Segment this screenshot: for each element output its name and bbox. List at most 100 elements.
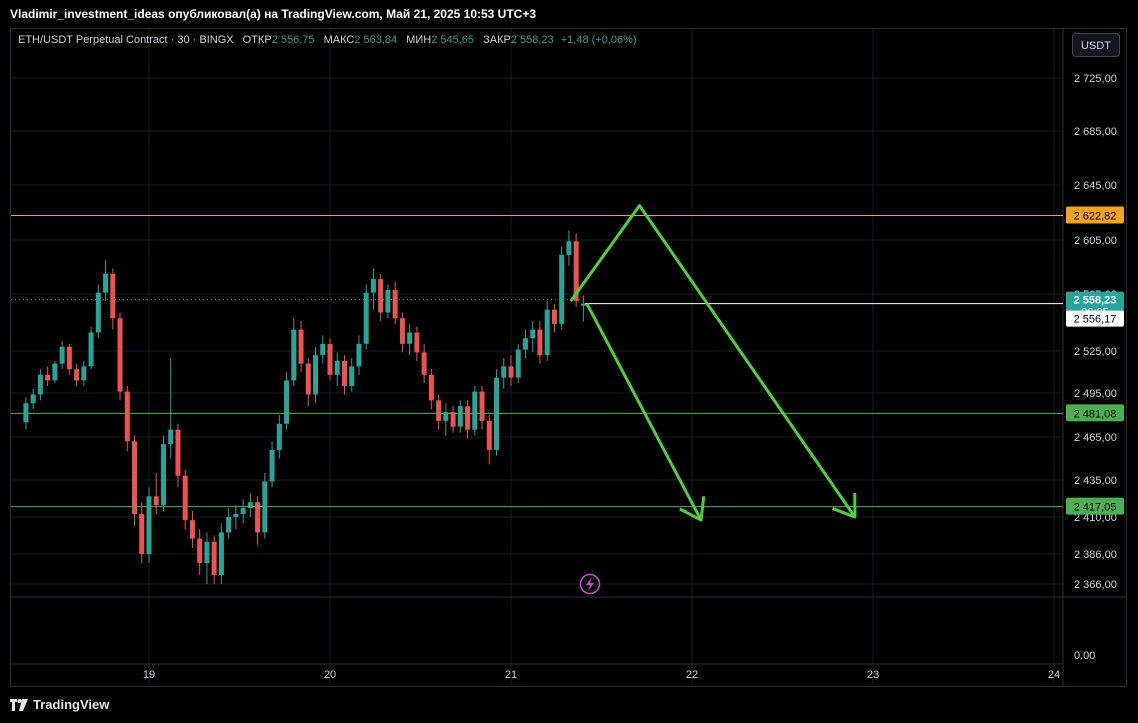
level-price-label: 2 622,82 — [1074, 210, 1117, 222]
candle-body — [240, 508, 246, 515]
tradingview-brand-label: TradingView — [33, 697, 110, 712]
y-tick-label: 2 645,00 — [1074, 180, 1117, 192]
candle-body — [52, 363, 58, 381]
candle-body — [255, 502, 261, 533]
candle-body — [378, 279, 384, 313]
y-tick-label: 2 366,00 — [1074, 579, 1117, 591]
open-value: 2 556,75 — [271, 34, 315, 46]
candle-body — [45, 374, 51, 381]
candle-body — [132, 441, 138, 515]
candle-body — [66, 346, 72, 370]
symbol-legend: ETH/USDT Perpetual Contract · 30 · BINGX… — [18, 34, 637, 46]
candle-body — [139, 514, 145, 554]
candle-body — [399, 318, 405, 344]
candle-body — [327, 343, 333, 375]
symbol-title[interactable]: ETH/USDT Perpetual Contract · 30 · BINGX — [18, 34, 234, 46]
candle-body — [117, 318, 123, 392]
tradingview-logo-icon — [10, 698, 28, 711]
publish-header-text: Vladimir_investment_ideas опубликовал(а)… — [10, 7, 537, 21]
candle-body — [508, 366, 514, 378]
publish-header: Vladimir_investment_ideas опубликовал(а)… — [0, 0, 1138, 28]
close-value: 2 558,23 — [510, 34, 554, 46]
candle-body — [537, 329, 543, 356]
level-price-label: 2 417,05 — [1074, 502, 1117, 514]
candle-body — [313, 355, 319, 395]
candle-body — [189, 520, 195, 539]
indicator-pane-label: 0.00 — [1074, 650, 1095, 662]
candle-body — [341, 360, 347, 386]
candle-body — [81, 366, 87, 381]
candle-body — [320, 343, 326, 356]
candle-body — [486, 420, 492, 450]
candle-body — [414, 332, 420, 353]
projection-arrow-head — [679, 496, 706, 522]
candle-body — [472, 391, 478, 430]
candle-body — [421, 352, 427, 375]
candle-body — [168, 429, 174, 445]
x-tick-label: 24 — [1048, 669, 1060, 681]
candle-body — [370, 279, 376, 293]
chart-frame[interactable] — [10, 28, 1127, 687]
candle-body — [298, 329, 304, 364]
x-tick-label: 20 — [324, 669, 336, 681]
candle-body — [450, 412, 456, 427]
x-tick-label: 23 — [867, 669, 879, 681]
candle-body — [218, 532, 224, 575]
candle-body — [291, 329, 297, 381]
candle-body — [559, 254, 565, 324]
candle-body — [479, 391, 485, 421]
candle-body — [37, 374, 43, 395]
candle-body — [23, 403, 29, 423]
candle-body — [334, 360, 340, 375]
low-label: МИН — [406, 34, 432, 46]
candle-body — [103, 273, 109, 293]
level-price-tag — [1066, 497, 1124, 515]
candle-body — [385, 289, 391, 313]
lightning-icon[interactable] — [579, 573, 601, 595]
candle-body — [363, 292, 369, 344]
candle-body — [580, 303, 586, 306]
candle-body — [182, 475, 188, 521]
candle-body — [153, 496, 159, 506]
currency-button[interactable]: USDT — [1072, 33, 1120, 57]
candle-body — [407, 332, 413, 344]
candle-body — [88, 332, 94, 367]
projection-arrow-line[interactable] — [585, 303, 703, 521]
prev-close-tag — [1066, 310, 1124, 327]
last-price-label: 2 558,23 — [1074, 295, 1117, 307]
candle-body — [160, 444, 166, 506]
projection-arrow-line[interactable] — [569, 204, 857, 518]
candle-body — [515, 349, 521, 378]
candle-body — [30, 394, 36, 404]
candle-body — [573, 241, 579, 302]
change-value: +1,48 (+0,06%) — [560, 34, 637, 46]
candle-body — [269, 449, 275, 482]
candle-body — [276, 423, 282, 450]
y-tick-label: 2 410,00 — [1074, 512, 1117, 524]
low-value: 2 545,65 — [431, 34, 475, 46]
candle-body — [233, 514, 239, 517]
candle-body — [247, 502, 253, 509]
candle-body — [356, 343, 362, 367]
candle-body — [522, 338, 528, 350]
level-price-tag — [1066, 206, 1124, 224]
x-tick-label: 21 — [505, 669, 517, 681]
y-tick-label: 2 605,00 — [1074, 235, 1117, 247]
candle-body — [59, 346, 65, 364]
projection-arrow-head — [831, 492, 857, 519]
y-tick-label: 2 465,00 — [1074, 432, 1117, 444]
candle-body — [305, 363, 311, 395]
candle-body — [175, 429, 181, 476]
candle-body — [95, 292, 101, 333]
y-tick-label: 2 685,00 — [1074, 126, 1117, 138]
tradingview-brand[interactable]: TradingView — [10, 697, 109, 712]
y-tick-label: 2 725,00 — [1074, 73, 1117, 85]
prev-close-label: 2 556,17 — [1074, 314, 1117, 326]
high-value: 2 563,84 — [354, 34, 398, 46]
level-price-tag — [1066, 404, 1124, 422]
candle-body — [204, 541, 210, 563]
open-label: ОТКР — [242, 34, 272, 46]
high-label: МАКС — [323, 34, 355, 46]
close-label: ЗАКР — [483, 34, 511, 46]
